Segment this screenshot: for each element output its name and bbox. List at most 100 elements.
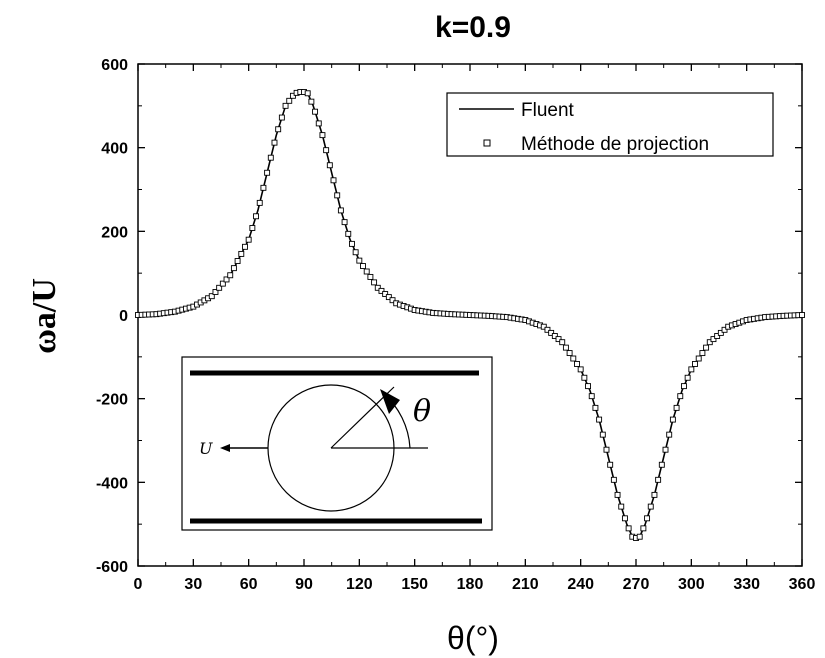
y-tick-label: 600 <box>101 57 128 74</box>
projection-marker <box>253 213 259 220</box>
legend-label-fluent: Fluent <box>521 100 575 121</box>
projection-marker <box>315 120 322 127</box>
legend-box <box>446 92 774 157</box>
projection-marker <box>669 416 676 423</box>
x-tick-label: 0 <box>134 576 143 593</box>
projection-marker <box>278 114 285 121</box>
projection-marker <box>706 339 713 346</box>
projection-marker <box>548 329 555 336</box>
projection-marker <box>695 355 702 362</box>
projection-marker <box>249 225 256 231</box>
projection-marker <box>559 339 566 346</box>
projection-marker <box>658 461 665 468</box>
projection-series <box>135 89 805 541</box>
x-tick-label: 30 <box>184 576 202 593</box>
projection-marker <box>592 404 599 411</box>
projection-marker <box>356 257 363 264</box>
x-tick-label: 270 <box>623 576 650 593</box>
projection-marker <box>216 284 223 291</box>
projection-marker <box>555 336 562 343</box>
inset-angle-label: θ <box>413 394 431 429</box>
x-tick-label: 210 <box>512 576 539 593</box>
projection-marker <box>699 350 706 357</box>
y-tick-label: -200 <box>96 392 128 409</box>
y-tick-label: 0 <box>119 308 128 325</box>
legend-label-projection: Méthode de projection <box>521 134 709 155</box>
projection-marker <box>371 279 378 286</box>
projection-marker <box>581 374 588 381</box>
projection-marker <box>267 154 274 161</box>
projection-marker <box>382 291 389 297</box>
projection-marker <box>245 236 252 243</box>
projection-marker <box>585 383 591 390</box>
projection-marker <box>666 431 673 438</box>
projection-marker <box>607 461 614 468</box>
projection-marker <box>614 491 621 498</box>
projection-marker <box>681 383 687 390</box>
projection-marker <box>212 289 219 295</box>
x-tick-label: 150 <box>401 576 428 593</box>
projection-marker <box>363 268 370 275</box>
projection-marker <box>596 416 603 423</box>
y-axis-label: ωa/U <box>26 278 63 354</box>
projection-marker <box>618 503 625 510</box>
x-tick-label: 300 <box>678 576 705 593</box>
projection-marker <box>566 350 573 357</box>
projection-marker <box>544 326 551 333</box>
axis-ticks: 0 30 60 90 120 150 180 210 240 270 300 330 360 600 400… <box>96 57 815 593</box>
projection-marker <box>655 476 662 483</box>
projection-marker <box>264 169 271 176</box>
projection-marker <box>644 515 651 522</box>
projection-marker <box>714 333 721 339</box>
projection-marker <box>677 393 684 400</box>
projection-marker <box>710 336 717 343</box>
x-tick-label: 60 <box>240 576 258 593</box>
y-tick-label: -400 <box>96 475 128 492</box>
projection-marker <box>378 287 385 294</box>
x-tick-label: 330 <box>733 576 760 593</box>
projection-marker <box>323 147 330 154</box>
x-axis-label: θ(°) <box>447 620 499 656</box>
projection-marker <box>570 355 577 362</box>
projection-marker <box>326 162 333 169</box>
projection-marker <box>238 250 245 257</box>
projection-marker <box>242 243 248 250</box>
projection-marker <box>721 326 728 333</box>
projection-marker <box>651 491 658 498</box>
x-tick-label: 90 <box>295 576 313 593</box>
projection-marker <box>367 273 374 280</box>
projection-marker <box>692 360 698 367</box>
projection-marker <box>345 230 352 237</box>
projection-marker <box>337 207 344 214</box>
inset-angle-arrowhead <box>380 389 400 414</box>
projection-marker <box>599 431 606 438</box>
legend: Fluent Méthode de projection <box>446 92 774 157</box>
projection-marker <box>330 177 337 184</box>
projection-marker <box>275 126 282 133</box>
projection-marker <box>349 240 355 247</box>
projection-marker <box>799 312 805 318</box>
projection-marker <box>688 366 695 373</box>
projection-marker <box>625 525 632 532</box>
y-tick-label: -600 <box>96 559 128 576</box>
projection-marker <box>540 323 547 330</box>
projection-marker <box>374 284 381 291</box>
projection-marker <box>684 374 691 381</box>
y-tick-label: 400 <box>101 141 128 158</box>
projection-marker <box>703 344 710 351</box>
projection-marker <box>230 265 237 272</box>
projection-marker <box>260 184 267 191</box>
projection-marker <box>636 533 643 540</box>
projection-marker <box>319 132 326 139</box>
projection-marker <box>385 294 392 301</box>
inset-frame <box>181 356 493 531</box>
projection-marker <box>227 272 234 279</box>
projection-marker <box>352 249 359 256</box>
projection-marker <box>304 90 311 97</box>
projection-marker <box>208 293 215 300</box>
projection-marker <box>271 139 278 146</box>
projection-marker <box>603 446 610 453</box>
inset-velocity-label: U <box>199 439 213 458</box>
projection-marker <box>341 219 348 226</box>
projection-marker <box>610 476 617 483</box>
